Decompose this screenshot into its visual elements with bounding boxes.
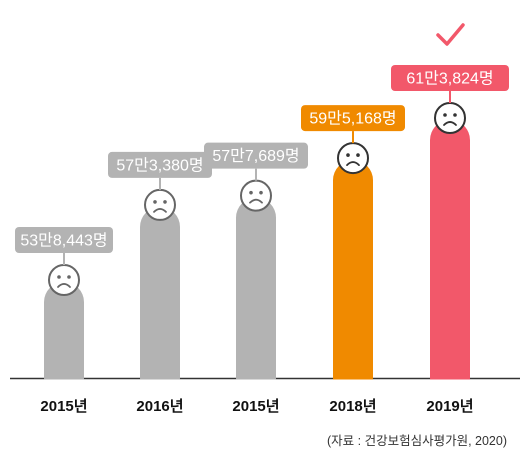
- data-label-box: [108, 151, 212, 178]
- bar-group: 57만7,689명 2015년: [204, 142, 308, 415]
- face-mouth: [443, 121, 457, 126]
- bar-group: 59만5,168명 2018년: [301, 105, 405, 415]
- bar: [140, 206, 180, 398]
- bar-base-mask: [42, 379, 86, 404]
- bar-base-mask: [234, 379, 278, 404]
- bar: [236, 197, 276, 398]
- face-eye-left: [57, 275, 61, 279]
- check-mark-icon: [436, 23, 465, 46]
- face-eye-right: [453, 113, 457, 117]
- face-eye-left: [443, 113, 447, 117]
- face-eye-left: [249, 190, 253, 195]
- data-label: 61만3,824명: [406, 70, 493, 88]
- bar-group: 57만3,380명 2016년: [108, 151, 212, 415]
- bar-base-mask: [331, 379, 375, 404]
- face-eye-left: [346, 153, 350, 157]
- source-note: (자료 : 건강보험심사평가원, 2020): [327, 434, 507, 448]
- data-label: 57만7,689명: [212, 147, 299, 165]
- data-label: 57만3,380명: [116, 156, 203, 174]
- data-label: 53만8,443명: [20, 232, 107, 250]
- face-eye-right: [67, 275, 71, 279]
- sad-face-icon: [144, 188, 176, 221]
- sad-face-icon: [48, 264, 80, 296]
- category-label: 2019년: [426, 398, 473, 415]
- face-eye-right: [356, 153, 360, 157]
- face-mouth: [153, 208, 167, 213]
- face-eye-right: [259, 190, 263, 195]
- face-mouth: [249, 198, 263, 204]
- bar-group: 61만3,824명 2019년: [391, 65, 509, 415]
- data-label: 59만5,168명: [309, 110, 396, 128]
- data-label-box: [15, 227, 113, 253]
- bar: [430, 120, 470, 398]
- data-label-box: [301, 105, 405, 132]
- sad-face-icon: [434, 102, 466, 134]
- category-label: 2018년: [329, 398, 376, 415]
- category-label: 2016년: [136, 398, 183, 415]
- category-label: 2015년: [40, 398, 87, 415]
- data-label-box: [204, 142, 308, 169]
- face-eye-right: [163, 200, 167, 204]
- sad-face-icon: [337, 142, 369, 175]
- category-label: 2015년: [232, 398, 279, 415]
- bar-base-mask: [428, 379, 472, 404]
- face-mouth: [346, 161, 360, 166]
- data-label-box: [391, 65, 509, 91]
- bar-group: 53만8,443명 2015년: [15, 227, 113, 415]
- bar: [333, 160, 373, 398]
- face-mouth: [57, 283, 71, 288]
- bar: [44, 282, 84, 398]
- face-eye-left: [153, 200, 157, 204]
- bar-base-mask: [138, 379, 182, 404]
- sad-face-icon: [240, 179, 272, 212]
